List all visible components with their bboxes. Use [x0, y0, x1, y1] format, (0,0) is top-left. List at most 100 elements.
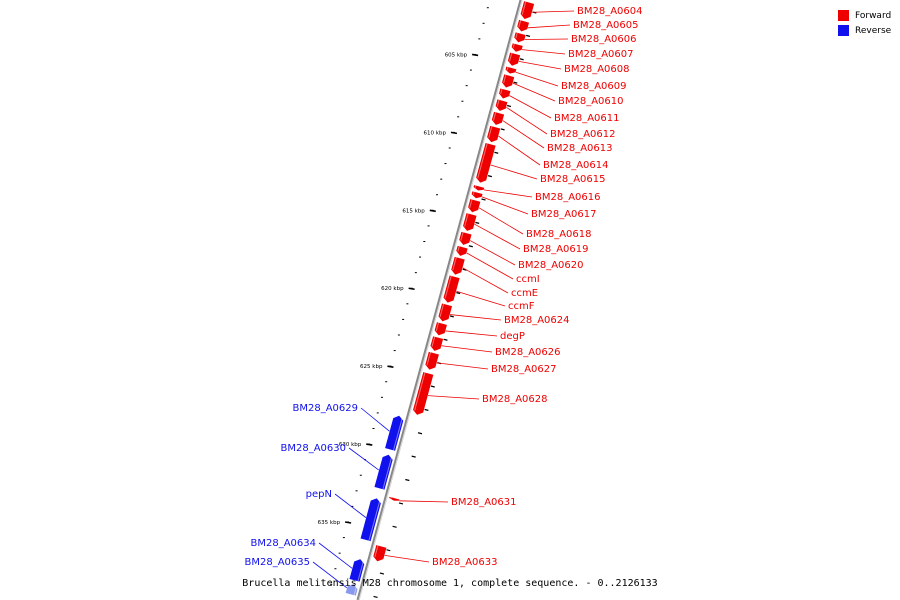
gene-sheen: [357, 559, 365, 582]
boundary-mark: [449, 315, 454, 318]
gene-sheen: [374, 545, 379, 558]
boundary-mark: [455, 291, 461, 295]
backbone-highlight: [358, 0, 523, 600]
gene-sheen: [509, 52, 513, 62]
tick-label: 610 kbp: [424, 130, 447, 136]
gene-BM28_A0614: [486, 125, 501, 143]
boundary-mark: [468, 245, 473, 248]
gene-sheen: [515, 32, 518, 39]
sequence-caption: Brucella melitensis M28 chromosome 1, co…: [242, 578, 658, 589]
genes-layer: [344, 0, 535, 597]
gene-label-BM28_A0634: BM28_A0634: [250, 538, 316, 549]
connector-pepN: [334, 493, 367, 518]
gene-sheen: [431, 336, 436, 347]
major-tick: [387, 365, 394, 368]
gene-sheen: [426, 351, 432, 366]
connector-ccmF: [456, 290, 506, 307]
gene-sheen: [518, 19, 522, 28]
connector-ccmI: [466, 252, 514, 280]
gene-BM28_A0617: [470, 190, 484, 199]
tick-label: 625 kbp: [360, 364, 383, 370]
legend-reverse-label: Reverse: [855, 25, 892, 36]
boundary-mark: [487, 175, 493, 178]
gene-label-BM28_A0616: BM28_A0616: [535, 192, 601, 203]
gene-BM28_A0631: [388, 496, 401, 502]
boundary-mark: [373, 595, 378, 598]
gene-label-pepN: pepN: [306, 489, 332, 500]
legend-forward-label: Forward: [855, 10, 892, 21]
gene-BM28_A0604: [519, 0, 535, 20]
connector-ccmE: [462, 267, 509, 294]
gene-label-BM28_A0620: BM28_A0620: [518, 260, 584, 271]
gene-sheen: [382, 455, 393, 490]
gene-label-BM28_A0635: BM28_A0635: [244, 557, 310, 568]
boundary-mark: [379, 572, 385, 575]
tick-label: 635 kbp: [318, 520, 341, 526]
gene-label-BM28_A0615: BM28_A0615: [540, 174, 606, 185]
tick-label: 605 kbp: [445, 52, 468, 58]
gene-BM28_A0612: [494, 98, 509, 112]
gene-sheen: [460, 231, 464, 241]
gene-sheen: [512, 43, 515, 48]
boundary-mark: [386, 549, 391, 552]
boundary-mark: [481, 198, 486, 201]
connector-BM28_A0610: [512, 82, 556, 102]
gene-sheen: [353, 584, 358, 596]
gene-sheen: [469, 199, 473, 208]
connector-BM28_A0624: [450, 314, 502, 321]
gene-label-ccmI: ccmI: [516, 274, 540, 285]
connector-BM28_A0630: [348, 447, 380, 471]
boundary-mark: [398, 502, 404, 505]
gene-sheen: [392, 416, 404, 451]
connector-BM28_A0628: [428, 395, 480, 400]
connector-BM28_A0626: [441, 345, 493, 353]
connector-BM28_A0615: [490, 164, 538, 180]
boundary-mark: [443, 338, 448, 341]
boundary-mark: [392, 525, 397, 528]
boundary-mark: [405, 478, 410, 482]
boundary-mark: [506, 104, 512, 108]
gene-sheen: [492, 111, 497, 121]
ticks-layer: 605 kbp 610 kbp 615 kbp 620 kbp 625 kbp 630 k…: [318, 7, 537, 598]
reverse-swatch: [838, 25, 849, 36]
gene-label-ccmF: ccmF: [508, 301, 535, 312]
gene-label-BM28_A0630: BM28_A0630: [280, 443, 346, 454]
gene-sheen: [464, 213, 469, 227]
backbone-layer: [356, 0, 523, 600]
connector-BM28_A0613: [502, 120, 545, 149]
gene-sheen: [503, 74, 507, 84]
gene-sheen: [435, 322, 440, 332]
gene-label-BM28_A0627: BM28_A0627: [491, 364, 557, 375]
connector-degP: [445, 330, 498, 337]
connector-BM28_A0611: [509, 95, 552, 119]
gene-label-ccmE: ccmE: [511, 288, 538, 299]
boundary-mark: [430, 385, 435, 388]
gene-BM28_A0611: [498, 87, 512, 100]
gene-BM28_A0607: [510, 42, 524, 53]
gene-label-BM28_A0611: BM28_A0611: [554, 113, 620, 124]
gene-ccmF: [442, 274, 461, 304]
gene-BM28_A0606: [513, 31, 527, 44]
boundary-mark: [494, 151, 499, 154]
gene-BM28_A0605: [516, 19, 530, 33]
major-tick: [471, 53, 479, 57]
gene-label-BM28_A0618: BM28_A0618: [526, 229, 592, 240]
connector-BM28_A0614: [498, 135, 541, 166]
gene-label-BM28_A0608: BM28_A0608: [564, 64, 630, 75]
major-tick: [408, 287, 415, 291]
connector-BM28_A0607: [521, 49, 566, 55]
gene-label-BM28_A0633: BM28_A0633: [432, 557, 498, 568]
connector-BM28_A0609: [515, 71, 559, 87]
boundary-mark: [513, 81, 518, 84]
legend: Forward Reverse: [838, 8, 891, 38]
gene-label-BM28_A0629: BM28_A0629: [292, 403, 358, 414]
boundary-mark: [500, 128, 505, 131]
gene-BM28_A0618: [467, 198, 482, 213]
gene-pepN: [359, 497, 382, 542]
boundary-mark: [519, 58, 524, 61]
gene-sheen: [472, 191, 475, 196]
gene-label-degP: degP: [500, 331, 525, 342]
connector-BM28_A0616: [483, 189, 533, 198]
connector-BM28_A0627: [436, 362, 489, 370]
